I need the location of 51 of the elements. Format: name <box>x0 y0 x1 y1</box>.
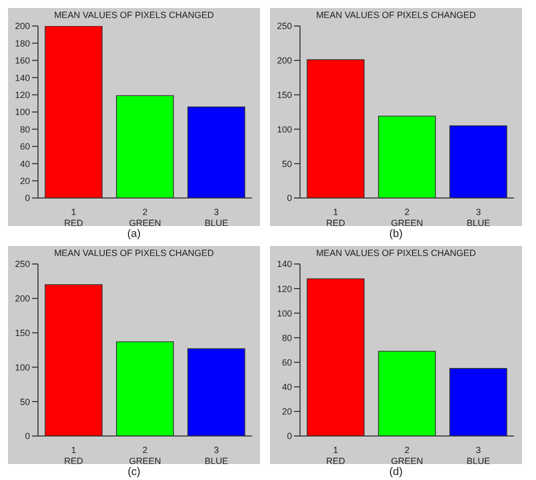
y-tick-label: 100 <box>276 308 292 318</box>
chart-title: MEAN VALUES OF PIXELS CHANGED <box>315 10 477 20</box>
y-tick-label: 180 <box>14 38 30 48</box>
y-tick-label: 80 <box>20 124 30 134</box>
x-tick-label: 2 GREEN <box>128 207 162 228</box>
x-tick-label: 3 BLUE <box>466 207 490 228</box>
y-tick-label: 40 <box>282 382 292 392</box>
y-tick-label: 50 <box>282 158 292 169</box>
y-tick-label: 140 <box>276 259 292 270</box>
y-tick-label: 20 <box>282 406 292 417</box>
x-tick-label: 1 RED <box>64 207 84 228</box>
y-tick-label: 150 <box>14 328 30 338</box>
y-tick-label: 0 <box>24 193 30 204</box>
y-tick-label: 140 <box>14 72 30 83</box>
chart-title: MEAN VALUES OF PIXELS CHANGED <box>53 248 215 258</box>
y-tick-label: 20 <box>20 176 30 186</box>
text: (a) <box>126 228 142 240</box>
x-tick-label: 3 BLUE <box>466 445 490 466</box>
x-tick-label: 2 GREEN <box>128 445 162 466</box>
y-tick-label: 0 <box>286 431 292 442</box>
x-tick-label: 3 BLUE <box>204 207 228 228</box>
y-tick-label: 120 <box>276 284 292 294</box>
x-tick-label: 3 BLUE <box>204 445 228 466</box>
y-tick-label: 150 <box>276 90 292 100</box>
y-tick-label: 200 <box>14 21 30 32</box>
y-tick-label: 0 <box>24 431 30 442</box>
y-tick-label: 250 <box>14 259 30 270</box>
chart-title: MEAN VALUES OF PIXELS CHANGED <box>53 10 215 20</box>
chart-title: MEAN VALUES OF PIXELS CHANGED <box>315 248 477 258</box>
text: (d) <box>388 466 404 478</box>
y-tick-label: 250 <box>276 21 292 32</box>
x-tick-label: 1 RED <box>64 445 84 466</box>
y-tick-label: 100 <box>14 107 30 118</box>
text: (c) <box>126 466 142 478</box>
y-tick-label: 80 <box>282 332 292 343</box>
x-tick-label: 1 RED <box>326 207 346 228</box>
y-tick-label: 100 <box>276 124 292 134</box>
y-tick-label: 120 <box>14 90 30 100</box>
y-tick-label: 50 <box>20 396 30 407</box>
y-tick-label: 60 <box>20 142 30 152</box>
y-tick-label: 160 <box>14 56 30 66</box>
y-tick-label: 200 <box>276 56 292 66</box>
y-tick-label: 100 <box>14 362 30 372</box>
x-tick-label: 1 RED <box>326 445 346 466</box>
x-tick-label: 2 GREEN <box>390 207 424 228</box>
text: (b) <box>388 228 404 240</box>
y-tick-label: 40 <box>20 158 30 169</box>
y-tick-label: 60 <box>282 357 292 368</box>
y-tick-label: 200 <box>14 294 30 304</box>
x-tick-label: 2 GREEN <box>390 445 424 466</box>
y-tick-label: 0 <box>286 193 292 204</box>
